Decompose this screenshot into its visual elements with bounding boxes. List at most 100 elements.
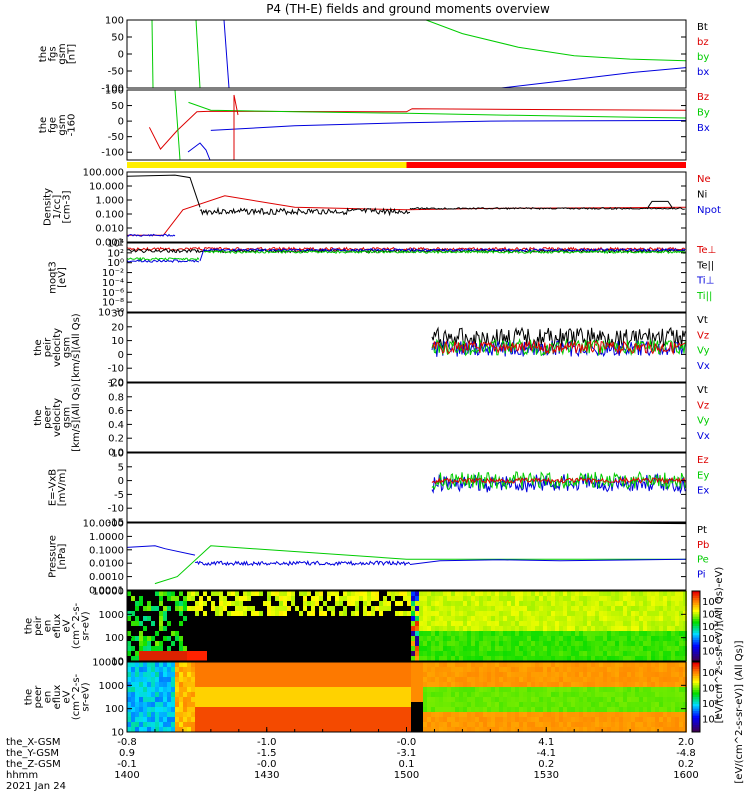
y-gsm-label: 0.9 [119, 748, 135, 759]
overview-chart: P4 (TH-E) fields and ground moments over… [0, 0, 750, 800]
density-ytick-label: 10.000 [89, 182, 124, 193]
peir_velocity-ytick-label: 20 [111, 322, 124, 333]
fgs-legend-by: by [697, 52, 709, 63]
bottom-row-label: the_Z-GSM [6, 759, 61, 770]
peir_eflux-ylabel: sr-eV) [81, 611, 92, 640]
fgs-bx-spike [224, 20, 229, 88]
density-ni-late [410, 208, 685, 210]
pressure-legend-pi: Pi [697, 569, 706, 580]
density-ytick-label: 1.000 [95, 196, 124, 207]
efield-ytick-label: 10 [111, 449, 124, 460]
peer_velocity-ylabel: [km/s](All Qs) [71, 383, 82, 451]
efield-legend-ex: Ex [697, 486, 709, 497]
colorbar-caption: [eV/(cm^2-s-sr-eV)] (All Qs)] [734, 640, 745, 783]
fgs-bx-line [502, 68, 687, 88]
fgs-by-spike [196, 20, 200, 88]
x-gsm-label: -0.8 [117, 737, 137, 748]
peir_velocity-legend-vt: Vt [697, 315, 708, 326]
pressure-legend-pe: Pe [697, 555, 709, 566]
y-gsm-label: -3.1 [397, 748, 417, 759]
fge-ytick-label: 50 [111, 101, 124, 112]
fge-by-left [175, 90, 180, 160]
density-ni-bump [648, 201, 672, 207]
peer_eflux-ylabel: sr-eV) [81, 682, 92, 711]
pressure-ytick-label: 0.0010 [89, 572, 124, 583]
peir_velocity-ytick-label: -10 [108, 364, 124, 375]
peer_velocity-legend-vx: Vx [697, 431, 710, 442]
density-ytick-label: 100.000 [83, 168, 124, 179]
z-gsm-label: 0.2 [538, 759, 554, 770]
temperature-legend-te||: Te|| [696, 260, 714, 271]
temperature-legend-ti⊥: Ti⊥ [696, 276, 714, 287]
efield-legend-ez: Ez [697, 455, 709, 466]
status-bar-yellow [127, 162, 407, 168]
temperature-legend-ti||: Ti|| [696, 291, 712, 302]
pressure-ylabel: [nPa] [57, 543, 68, 569]
fgs-ytick-label: 0 [118, 50, 124, 61]
peer_eflux-ytick-label: 1000 [99, 681, 124, 692]
z-gsm-label: -0.0 [257, 759, 277, 770]
fge-legend-bx: Bx [697, 123, 710, 134]
fge-legend-bz: Bz [697, 92, 709, 103]
peir_velocity-legend-vx: Vx [697, 361, 710, 372]
peer_velocity-legend-vt: Vt [697, 385, 708, 396]
fge-ytick-label: 0 [118, 117, 124, 128]
hhmm-label: 1400 [114, 770, 139, 781]
peir_eflux-colorbar [692, 591, 700, 662]
panel-fge: 100500-50-100thefgegsm-160 [38, 86, 686, 161]
peer-eflux-spectrogram [127, 662, 687, 733]
pressure-legend-pb: Pb [697, 540, 709, 551]
fgs-by-line [127, 20, 686, 61]
fgs-ylabel: [nT] [66, 44, 77, 64]
peir_velocity-ylabel: [km/s](All Qs) [71, 313, 82, 381]
fge-legend-by: By [697, 108, 710, 119]
peir_velocity-ytick-label: 10 [111, 336, 124, 347]
fge-bz-spike [234, 95, 238, 160]
x-gsm-label: 4.1 [538, 737, 554, 748]
peir_velocity-ytick-label: 0 [118, 350, 124, 361]
z-gsm-label: 0.2 [678, 759, 694, 770]
density-ytick-label: 0.010 [95, 224, 124, 235]
peer_velocity-legend-vy: Vy [697, 416, 710, 427]
panel-efield: 1050-5-10-15E=-VxB[mV/m] [47, 449, 686, 529]
density-npot-line [127, 234, 175, 236]
peir_eflux-ytick-label: 1000 [99, 610, 124, 621]
y-gsm-label: -1.5 [257, 748, 277, 759]
pressure-ytick-label: 10.0000 [83, 519, 124, 530]
status-bar-red [407, 162, 687, 168]
fge-ytick-label: -50 [108, 132, 124, 143]
bottom-row-label: the_X-GSM [6, 737, 60, 748]
peer_velocity-frame [127, 383, 686, 452]
fge-bx-dip [188, 143, 210, 160]
fge-ytick-label: 100 [105, 86, 124, 97]
peer_velocity-ytick-label: 1.0 [108, 379, 124, 390]
bottom-row-label: hhmm [6, 770, 38, 781]
peer_velocity-ytick-label: 0.6 [108, 406, 124, 417]
fgs-ytick-label: -50 [108, 67, 124, 78]
efield-ylabel: [mV/m] [57, 469, 68, 507]
pressure-frame [127, 523, 686, 590]
fge-ytick-label: -100 [101, 148, 124, 159]
fge-Bx-line [211, 121, 686, 131]
density-ni-early [127, 175, 200, 207]
hhmm-label: 1430 [254, 770, 279, 781]
fgs-legend-bt: Bt [697, 22, 708, 33]
peir_velocity-frame [127, 313, 686, 382]
fge-frame [127, 90, 686, 160]
efield-ytick-label: 5 [118, 462, 124, 473]
density-ne-line [127, 196, 686, 236]
x-gsm-label: 2.0 [678, 737, 694, 748]
peir_velocity-ytick-label: 30 [111, 309, 124, 320]
fge-ylabel: -160 [66, 114, 77, 137]
temp-ti-step [200, 249, 204, 261]
fgs-by-left-edge [152, 20, 153, 88]
y-gsm-label: -4.1 [536, 748, 556, 759]
density-legend-ne: Ne [697, 174, 711, 185]
pressure-ytick-label: 0.0100 [89, 559, 124, 570]
peer_eflux-colorbar [692, 662, 700, 733]
peir-eflux-spectrogram [127, 591, 687, 662]
z-gsm-label: -0.1 [117, 759, 137, 770]
hhmm-label: 1500 [394, 770, 419, 781]
peir_eflux-ytick-label: 100 [105, 633, 124, 644]
